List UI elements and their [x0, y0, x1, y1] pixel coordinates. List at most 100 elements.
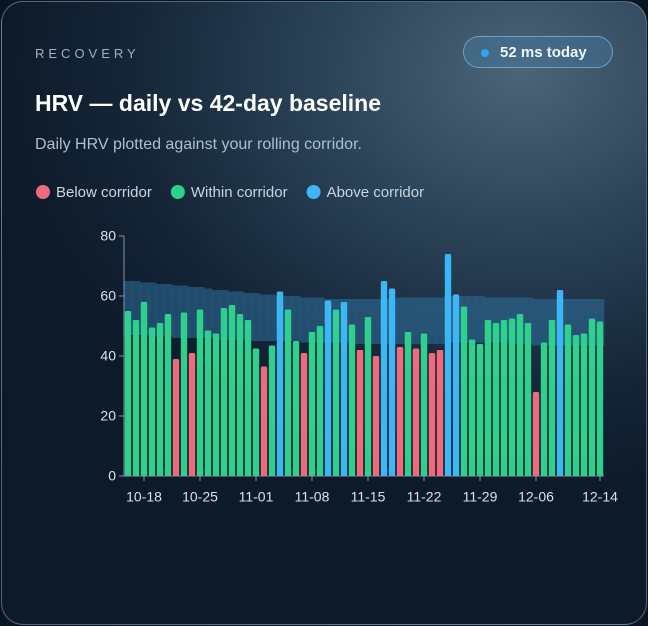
bar [564, 324, 572, 476]
corridor-band [300, 297, 309, 343]
bar [140, 302, 148, 476]
card-title: HRV — daily vs 42-day baseline [35, 90, 382, 116]
corridor-band [396, 297, 405, 344]
corridor-band [476, 296, 485, 343]
bar [204, 330, 212, 476]
corridor-band [180, 285, 189, 338]
corridor-band [348, 299, 357, 344]
bar [300, 353, 308, 476]
bar [292, 341, 300, 476]
corridor-band [148, 282, 157, 337]
bar [492, 323, 500, 476]
eyebrow: RECOVERY [35, 46, 140, 61]
bar [188, 353, 196, 476]
corridor-band [372, 299, 381, 344]
bar [460, 306, 468, 476]
x-tick-label: 10-25 [182, 489, 218, 505]
bar [540, 342, 548, 476]
bar [396, 347, 404, 476]
corridor-band [420, 297, 429, 344]
y-tick-label: 60 [100, 288, 116, 304]
bar [364, 317, 372, 476]
bar [596, 321, 604, 476]
y-tick-label: 80 [100, 228, 116, 244]
bar [444, 254, 452, 476]
bar [348, 324, 356, 476]
legend-swatch [36, 185, 50, 199]
corridor-band [244, 293, 253, 341]
corridor-band [212, 290, 221, 340]
y-tick-label: 40 [100, 348, 116, 364]
x-tick-label: 11-01 [239, 489, 274, 505]
bar [244, 320, 252, 476]
x-tick-label: 11-08 [295, 489, 330, 505]
legend-swatch [170, 185, 185, 199]
corridor-band [156, 284, 165, 337]
bar [580, 333, 588, 476]
x-tick-label: 10-18 [126, 489, 162, 505]
bar [252, 348, 260, 476]
bar [324, 300, 332, 476]
bar [468, 339, 476, 476]
bar [452, 294, 460, 476]
corridor-band [468, 296, 477, 343]
bar [516, 314, 524, 476]
bar [268, 345, 276, 476]
bar [316, 326, 324, 476]
x-tick-label: 11-29 [463, 489, 498, 505]
bar [124, 311, 132, 476]
bar [524, 323, 532, 476]
x-tick-label: 11-22 [407, 489, 442, 505]
bar [172, 359, 180, 476]
bar [532, 392, 540, 476]
bar [340, 302, 348, 476]
bar [372, 356, 380, 476]
y-tick-label: 20 [100, 408, 116, 424]
legend-label: Above corridor [327, 184, 425, 201]
corridor-band [572, 299, 581, 346]
corridor-band [436, 297, 445, 344]
bar [412, 348, 420, 476]
x-tick-label: 12-06 [518, 489, 554, 505]
card-subtitle: Daily HRV plotted against your rolling c… [35, 136, 362, 153]
corridor-band [124, 281, 133, 335]
bar [476, 344, 484, 476]
bar [276, 291, 284, 476]
bar [436, 350, 444, 476]
legend-label: Below corridor [56, 184, 152, 201]
corridor-band [564, 299, 573, 346]
corridor-band [172, 285, 181, 338]
bar [428, 353, 436, 476]
bar [588, 318, 596, 476]
corridor-band [532, 299, 541, 346]
bar [388, 288, 396, 476]
bar [156, 323, 164, 476]
x-tick-label: 11-15 [351, 489, 386, 505]
bar [220, 308, 228, 476]
corridor-band [292, 296, 301, 341]
corridor-band [580, 299, 589, 346]
corridor-band [524, 297, 533, 344]
bar [572, 335, 580, 476]
bar [308, 332, 316, 476]
bar [228, 305, 236, 476]
bar [260, 366, 268, 476]
bar [508, 318, 516, 476]
bar [164, 314, 172, 476]
bar [148, 327, 156, 476]
bar [180, 312, 188, 476]
bar [484, 320, 492, 476]
legend-label: Within corridor [191, 184, 288, 201]
bar [500, 320, 508, 476]
corridor-band [188, 287, 197, 338]
bar [332, 309, 340, 476]
corridor-band [132, 281, 141, 335]
badge-text: 52 ms today [500, 44, 587, 61]
bar [380, 281, 388, 476]
corridor-band [428, 297, 437, 344]
bar [236, 314, 244, 476]
badge-dot [481, 49, 489, 57]
y-tick-label: 0 [108, 468, 116, 484]
